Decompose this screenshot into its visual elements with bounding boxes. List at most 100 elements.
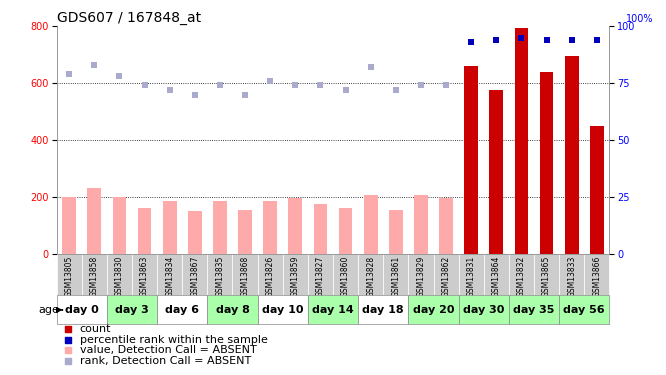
- Text: value, Detection Call = ABSENT: value, Detection Call = ABSENT: [80, 345, 256, 355]
- Text: GDS607 / 167848_at: GDS607 / 167848_at: [57, 11, 200, 25]
- Bar: [364, 195, 378, 254]
- Bar: [57, 254, 82, 296]
- Bar: [232, 254, 258, 296]
- Point: [591, 37, 602, 43]
- Bar: [584, 254, 609, 296]
- Bar: [87, 188, 101, 254]
- Text: day 20: day 20: [413, 305, 454, 315]
- Point: [290, 82, 300, 88]
- Bar: [314, 204, 328, 254]
- Point: [416, 82, 426, 88]
- Bar: [408, 296, 459, 324]
- Bar: [107, 296, 157, 324]
- Bar: [207, 296, 258, 324]
- Bar: [62, 197, 76, 254]
- Text: GSM13832: GSM13832: [517, 256, 526, 297]
- Text: GSM13858: GSM13858: [90, 256, 99, 297]
- Bar: [515, 28, 528, 254]
- Point: [541, 37, 552, 43]
- Point: [165, 87, 175, 93]
- Text: GSM13866: GSM13866: [592, 256, 601, 297]
- Text: GSM13860: GSM13860: [341, 256, 350, 297]
- Point: [114, 73, 125, 79]
- Bar: [132, 254, 157, 296]
- Bar: [459, 296, 509, 324]
- Point: [64, 71, 75, 77]
- Point: [491, 37, 501, 43]
- Text: GSM13827: GSM13827: [316, 256, 325, 297]
- Bar: [57, 296, 107, 324]
- Point: [139, 82, 150, 88]
- Point: [466, 39, 477, 45]
- Point: [315, 82, 326, 88]
- Bar: [188, 211, 202, 254]
- Point: [340, 87, 351, 93]
- Bar: [534, 254, 559, 296]
- Bar: [182, 254, 207, 296]
- Bar: [565, 56, 579, 254]
- Text: GSM13805: GSM13805: [65, 256, 74, 297]
- Bar: [358, 254, 383, 296]
- Text: day 14: day 14: [312, 305, 354, 315]
- Bar: [539, 72, 553, 254]
- Point: [390, 87, 401, 93]
- Bar: [82, 254, 107, 296]
- Point: [214, 82, 225, 88]
- Bar: [333, 254, 358, 296]
- Bar: [484, 254, 509, 296]
- Text: day 30: day 30: [463, 305, 504, 315]
- Text: count: count: [80, 324, 111, 334]
- Point: [566, 37, 577, 43]
- Bar: [308, 254, 333, 296]
- Text: day 8: day 8: [216, 305, 250, 315]
- Text: rank, Detection Call = ABSENT: rank, Detection Call = ABSENT: [80, 356, 251, 366]
- Bar: [157, 254, 182, 296]
- Bar: [434, 254, 459, 296]
- Bar: [113, 197, 127, 254]
- Bar: [559, 296, 609, 324]
- Point: [366, 64, 376, 70]
- Bar: [308, 296, 358, 324]
- Text: GSM13859: GSM13859: [291, 256, 300, 297]
- Point: [189, 92, 200, 98]
- Bar: [107, 254, 132, 296]
- Bar: [590, 126, 604, 254]
- Bar: [157, 296, 207, 324]
- Text: day 18: day 18: [362, 305, 404, 315]
- Bar: [509, 254, 534, 296]
- Text: GSM13831: GSM13831: [467, 256, 476, 297]
- Text: percentile rank within the sample: percentile rank within the sample: [80, 335, 268, 345]
- Text: GSM13861: GSM13861: [392, 256, 400, 297]
- Point: [265, 78, 276, 84]
- Bar: [559, 254, 584, 296]
- Y-axis label: 100%: 100%: [626, 14, 653, 24]
- Text: day 0: day 0: [65, 305, 99, 315]
- Bar: [283, 254, 308, 296]
- Bar: [459, 254, 484, 296]
- Text: GSM13830: GSM13830: [115, 256, 124, 297]
- Bar: [490, 90, 503, 254]
- Text: GSM13835: GSM13835: [215, 256, 224, 297]
- Bar: [439, 198, 453, 254]
- Point: [240, 92, 250, 98]
- Text: GSM13829: GSM13829: [416, 256, 426, 297]
- Text: day 3: day 3: [115, 305, 149, 315]
- Bar: [358, 296, 408, 324]
- Bar: [138, 208, 151, 254]
- Bar: [288, 198, 302, 254]
- Bar: [263, 201, 277, 254]
- Text: GSM13864: GSM13864: [492, 256, 501, 297]
- Text: GSM13863: GSM13863: [140, 256, 149, 297]
- Bar: [389, 210, 403, 254]
- Bar: [207, 254, 232, 296]
- Bar: [213, 201, 227, 254]
- Text: day 10: day 10: [262, 305, 304, 315]
- Bar: [258, 254, 283, 296]
- Bar: [509, 296, 559, 324]
- Bar: [258, 296, 308, 324]
- Bar: [383, 254, 408, 296]
- Bar: [238, 210, 252, 254]
- Point: [516, 34, 527, 40]
- Text: GSM13867: GSM13867: [190, 256, 199, 297]
- Text: GSM13862: GSM13862: [442, 256, 451, 297]
